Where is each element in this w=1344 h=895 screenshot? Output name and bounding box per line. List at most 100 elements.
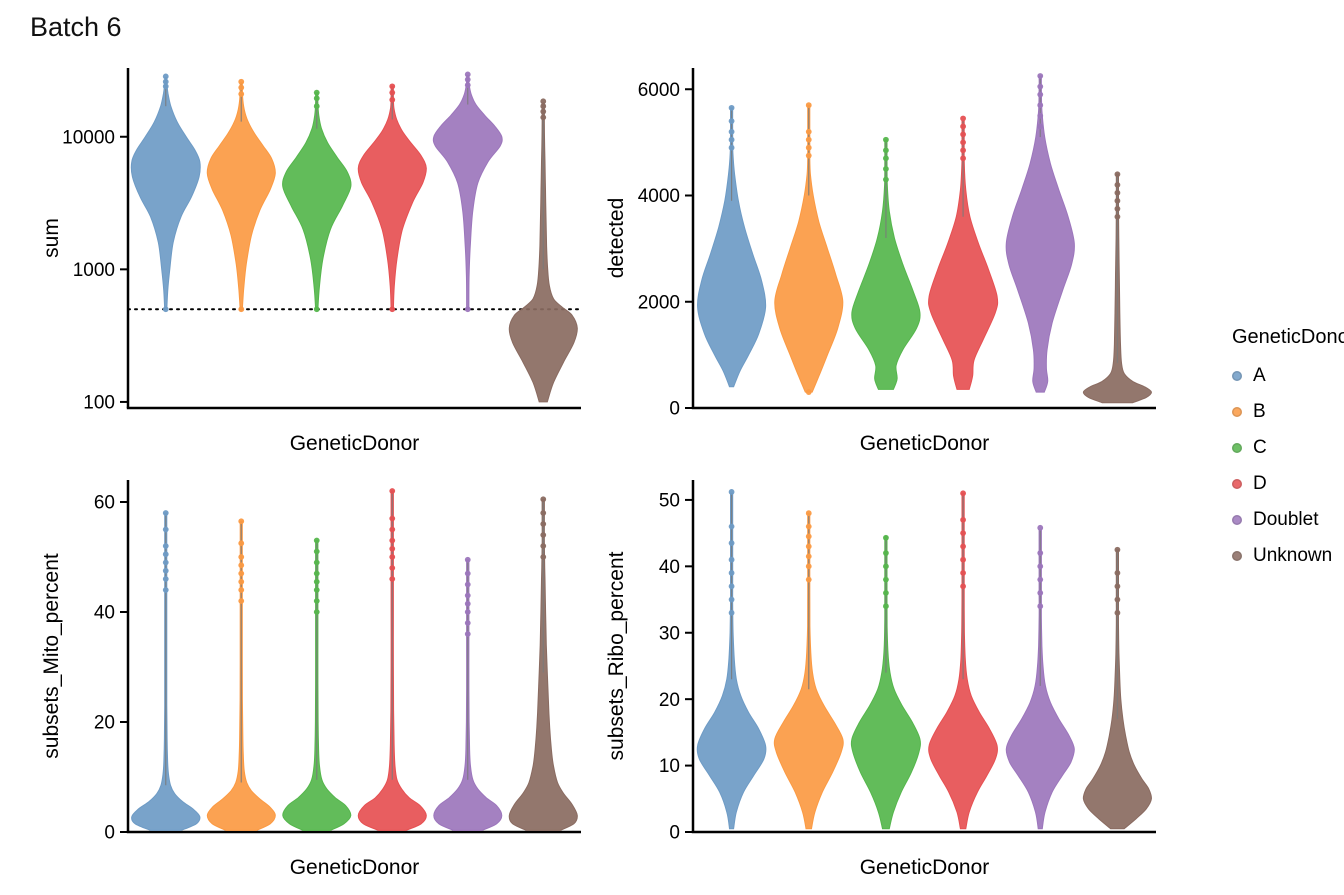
legend-items: A B C D Doublet Unknown [1232,365,1344,567]
violin-a [130,77,201,310]
outlier-point [1114,181,1121,188]
outlier-point [960,570,966,576]
outlier-point [464,600,471,607]
legend-item-label: D [1253,473,1267,494]
outlier-point [1037,102,1044,109]
y-axis-label: sum [40,218,63,258]
outlier-point [313,609,320,615]
y-tick-label: 2000 [638,292,680,313]
legend-item-a: A [1232,365,1344,387]
outlier-point [805,152,812,159]
outlier-point [313,95,320,102]
legend-item-label: A [1253,365,1266,386]
y-tick-label: 100 [83,393,115,414]
outlier-point [238,91,245,97]
outlier-point [464,82,471,89]
outlier-point [540,554,547,560]
panel-subsets-ribo-percent: 0 10 20 30 40 50 subsets_Ribo_percent GeneticDo… [605,480,1156,879]
outlier-point [162,567,169,574]
y-tick-label: 30 [659,623,680,644]
legend-item-label: B [1253,401,1266,422]
legend-item-c: C [1232,437,1344,459]
outlier-point [1037,603,1044,610]
outlier-point [464,620,471,626]
outlier-point [313,578,320,585]
outlier-point [960,530,966,537]
outlier-point [1114,205,1121,212]
outlier-point [1114,546,1121,553]
outlier-point [960,155,966,162]
outlier-point [960,543,966,550]
outlier-point [1037,83,1044,90]
legend-title: GeneticDonor [1232,326,1344,348]
outlier-point [728,128,735,135]
legend-swatch-icon [1232,551,1242,561]
outlier-point [238,598,245,604]
outlier-point [728,118,735,125]
outlier-point [960,115,966,122]
x-axis-label: GeneticDonor [860,432,990,455]
outlier-point [464,570,471,577]
outlier-point [238,78,245,85]
outlier-point [805,389,812,395]
figure-title: Batch 6 [30,12,122,42]
legend: GeneticDonor A B C D Doublet Unknown [1232,326,1344,581]
outlier-point [313,570,320,577]
outlier-point [389,554,396,560]
outlier-point [1114,583,1121,590]
y-tick-label: 1000 [73,260,115,281]
outlier-point [162,543,169,549]
outlier-point [1037,550,1044,556]
outlier-point [540,496,547,503]
outlier-point [238,578,245,585]
outlier-point [805,543,812,550]
outlier-point [238,540,245,547]
y-tick-label: 10 [659,756,680,777]
outlier-point [883,136,889,143]
outlier-point [313,89,320,96]
outlier-point [728,570,735,576]
legend-item-doublet: Doublet [1232,509,1344,531]
outlier-point [389,526,396,533]
outlier-point [238,587,245,593]
outlier-point [1114,189,1121,196]
outlier-point [805,102,812,109]
outlier-point [162,306,169,313]
outlier-point [883,534,889,541]
outlier-point [805,553,812,560]
outlier-point [464,592,471,599]
outlier-point [464,76,471,83]
outlier-point [162,78,169,85]
x-axis-label: GeneticDonor [860,856,990,879]
outlier-point [464,631,471,637]
violin-d [357,85,427,310]
outlier-point [805,533,812,540]
y-tick-label: 20 [94,713,115,734]
outlier-point [728,609,735,616]
outlier-point [389,576,396,582]
outlier-point [883,590,889,596]
outlier-point [883,563,889,570]
outlier-point [238,84,245,91]
outlier-point [464,581,471,588]
panel-sum: 100 1000 10000 sum GeneticDonor [40,68,582,455]
outlier-point [960,123,966,130]
legend-swatch-icon [1232,479,1242,489]
legend-swatch-icon [1232,407,1242,417]
y-tick-label: 60 [94,493,115,514]
outlier-point [389,537,396,544]
outlier-point [1114,596,1121,603]
outlier-point [464,556,471,563]
outlier-point [1114,609,1121,616]
y-tick-label: 50 [659,491,680,512]
outlier-point [389,89,396,96]
outlier-point [805,563,812,570]
violin-doublet [432,74,503,310]
outlier-point [238,562,245,569]
outlier-point [238,554,245,560]
outlier-point [883,155,889,162]
y-axis-label: subsets_Ribo_percent [605,551,628,760]
outlier-point [540,521,547,527]
outlier-point [1114,213,1121,220]
outlier-point [805,144,812,151]
